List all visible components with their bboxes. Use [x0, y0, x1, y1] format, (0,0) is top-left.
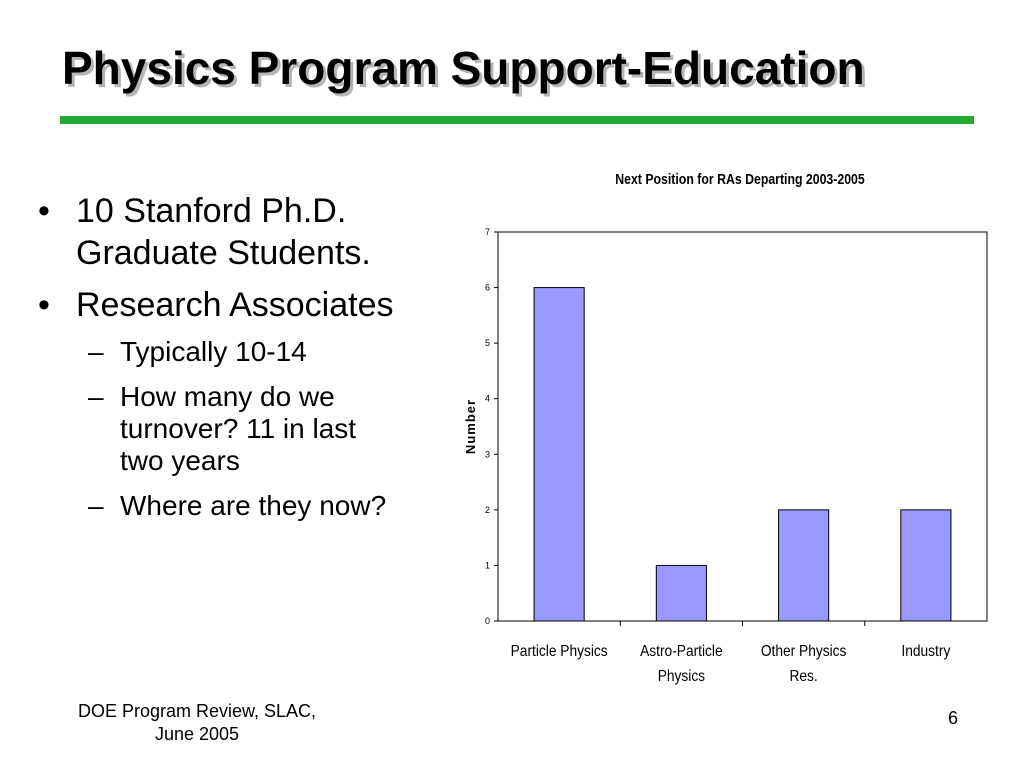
x-tick-label-line: Particle Physics [511, 642, 608, 660]
bullet-text: Graduate Students. [76, 234, 371, 272]
title-underline [60, 116, 974, 124]
x-tick-label-line: Astro-Particle [640, 642, 723, 660]
y-axis-label: Number [463, 399, 478, 454]
x-tick-label-line: Industry [901, 642, 950, 660]
x-tick-label: Astro-Particle Physics [640, 642, 723, 685]
sub-bullet-item: – Typically 10-14 [30, 336, 460, 368]
footer-line: DOE Program Review, SLAC, [77, 701, 317, 721]
y-tick-label: 3 [485, 449, 490, 459]
bullet-marker: • [38, 286, 50, 324]
sub-bullet-text: How many do we [120, 381, 335, 412]
y-tick-label: 4 [485, 394, 490, 404]
dash-marker: – [88, 381, 104, 412]
bullet-list: • 10 Stanford Ph.D. Graduate Students. •… [30, 190, 460, 535]
dash-marker: – [88, 336, 104, 367]
x-tick-label: Industry [901, 642, 950, 660]
y-tick-label: 0 [485, 616, 490, 626]
bullet-item: • Research Associates [30, 284, 460, 326]
bar [778, 509, 830, 622]
x-tick-label-line: Other Physics [761, 642, 847, 660]
sub-bullet-text: two years [120, 445, 240, 476]
sub-bullet-item: – Where are they now? [30, 490, 460, 522]
slide-title: Physics Program Support-Education [62, 42, 865, 94]
sub-bullet-text: Where are they now? [120, 490, 387, 521]
bar [900, 509, 952, 622]
slide-number: 6 [948, 708, 959, 728]
sub-bullet-text: turnover? 11 in last [120, 413, 357, 444]
y-tick-label: 2 [485, 505, 490, 515]
y-tick-label: 7 [485, 227, 490, 237]
chart-title: Next Position for RAs Departing 2003-200… [615, 171, 865, 188]
footer-text: DOE Program Review, SLAC, June 2005 [52, 700, 342, 746]
bullet-text: Research Associates [76, 286, 394, 324]
bullet-item: • 10 Stanford Ph.D. Graduate Students. [30, 190, 460, 274]
x-tick-label-line: Physics [658, 667, 705, 685]
y-tick-label: 5 [485, 338, 490, 348]
bar-chart: 0 1 2 3 4 5 6 7 Particle Physics Astro-Particle Ph… [463, 227, 988, 685]
bullet-text: 10 Stanford Ph.D. [76, 192, 347, 230]
sub-bullet-text: Typically 10-14 [120, 336, 307, 367]
footer-line: June 2005 [154, 724, 240, 744]
x-tick-label-line: Res. [789, 667, 817, 685]
dash-marker: – [88, 490, 104, 521]
y-tick-label: 6 [485, 283, 490, 293]
x-tick-label: Other Physics Res. [761, 642, 847, 685]
y-tick-label: 1 [485, 560, 490, 570]
bar [655, 564, 707, 622]
sub-bullet-item: – How many do we turnover? 11 in last tw… [30, 381, 460, 477]
bullet-marker: • [38, 192, 50, 230]
x-tick-label: Particle Physics [511, 642, 608, 660]
bar [533, 287, 585, 622]
